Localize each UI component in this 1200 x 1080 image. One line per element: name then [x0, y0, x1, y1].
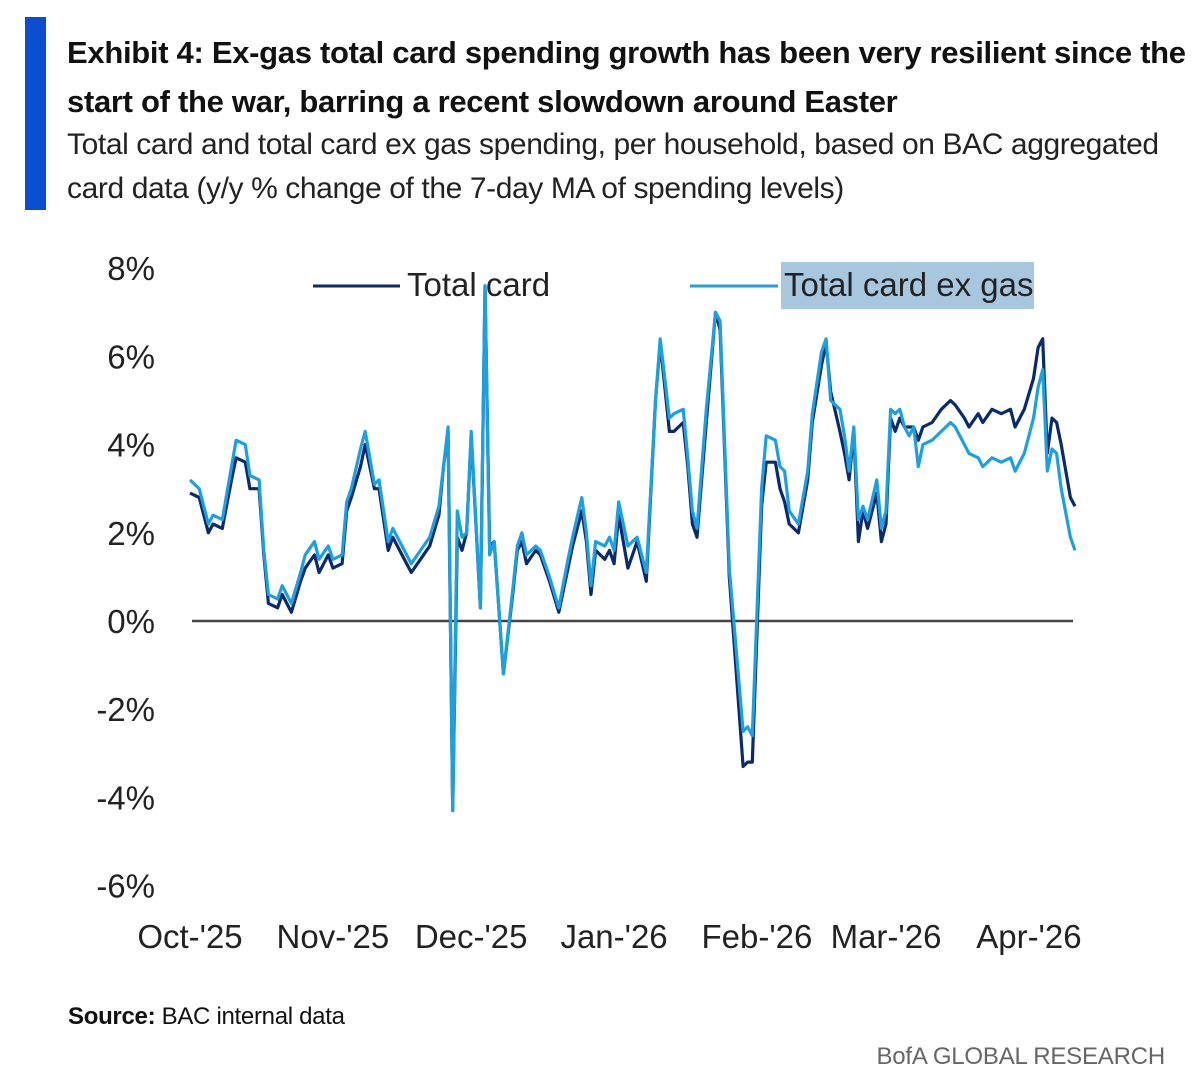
x-tick-label: Dec-'25	[415, 918, 528, 955]
x-tick-label: Jan-'26	[560, 918, 667, 955]
y-tick-label: -4%	[96, 779, 155, 816]
x-tick-label: Feb-'26	[702, 918, 813, 955]
chart-title: Exhibit 4: Ex-gas total card spending gr…	[67, 35, 1186, 119]
source-label: Source:	[68, 1003, 156, 1030]
x-tick-label: Oct-'25	[137, 918, 242, 955]
x-tick-label: Apr-'26	[976, 918, 1081, 955]
y-tick-label: 6%	[107, 338, 155, 375]
legend: Total card Total card ex gas	[313, 262, 1034, 309]
legend-label-total-card: Total card	[407, 266, 550, 303]
y-tick-label: -2%	[96, 691, 155, 728]
series-line-total-card-ex-gas	[188, 284, 1077, 813]
accent-bar	[25, 17, 46, 210]
y-tick-label: 2%	[107, 515, 155, 552]
y-axis-ticks: 8% 6% 4% 2% 0% -2% -4% -6%	[96, 250, 155, 904]
line-chart: 8% 6% 4% 2% 0% -2% -4% -6% Oct-'25 Nov-'25 Dec-'2…	[96, 250, 1081, 955]
x-tick-label: Mar-'26	[831, 918, 942, 955]
y-tick-label: 4%	[107, 427, 155, 464]
legend-label-total-card-ex-gas: Total card ex gas	[784, 266, 1033, 303]
source-note: Source: BAC internal data	[68, 1003, 345, 1031]
legend-highlight	[781, 262, 1034, 309]
y-tick-label: 0%	[107, 603, 155, 640]
brand-label: BofA GLOBAL RESEARCH	[876, 1043, 1165, 1070]
x-tick-label: Nov-'25	[277, 918, 390, 955]
series-lines	[188, 284, 1077, 813]
series-line-total-card	[189, 284, 1077, 813]
y-tick-label: -6%	[96, 868, 155, 905]
x-axis-ticks: Oct-'25 Nov-'25 Dec-'25 Jan-'26 Feb-'26 Mar-'…	[137, 918, 1081, 955]
y-tick-label: 8%	[107, 250, 155, 287]
chart-subtitle: Total card and total card ex gas spendin…	[67, 128, 1159, 205]
source-text: BAC internal data	[161, 1003, 345, 1030]
